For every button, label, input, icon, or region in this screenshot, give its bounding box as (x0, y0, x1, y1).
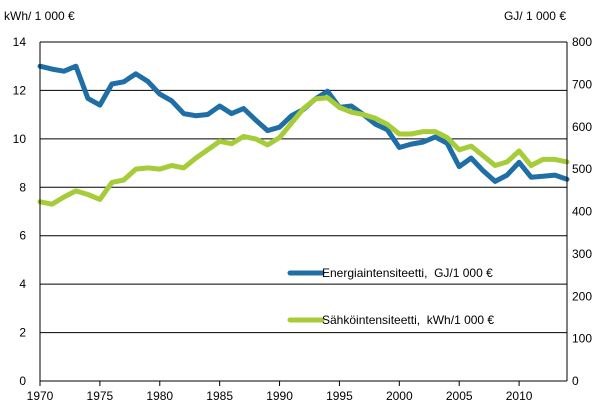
right-tick-label: 800 (572, 35, 592, 49)
right-axis-unit: GJ/ 1 000 € (504, 9, 566, 23)
right-tick-label: 500 (572, 162, 592, 176)
left-tick-label: 14 (13, 35, 27, 49)
right-tick-label: 100 (572, 332, 592, 346)
ticks-layer: 0 2 4 6 8 10 12 14 0 100 200 300 400 500 600 700 800 1970… (13, 35, 593, 403)
legend-label-energy: Energiaintensiteetti, GJ/1 000 € (322, 266, 493, 280)
left-tick-label: 8 (19, 180, 26, 194)
x-tick-label: 1975 (87, 389, 114, 403)
right-tick-label: 600 (572, 120, 592, 134)
x-tick-label: 2000 (386, 389, 413, 403)
x-tick-label: 1990 (266, 389, 293, 403)
x-tick-label: 2010 (506, 389, 533, 403)
right-tick-label: 300 (572, 247, 592, 261)
x-tick-label: 1980 (146, 389, 173, 403)
right-tick-label: 700 (572, 77, 592, 91)
right-tick-label: 200 (572, 289, 592, 303)
left-tick-label: 12 (13, 83, 27, 97)
left-tick-label: 6 (19, 229, 26, 243)
left-tick-label: 2 (19, 326, 26, 340)
left-tick-label: 10 (13, 132, 27, 146)
left-axis-unit: kWh/ 1 000 € (4, 9, 75, 23)
right-tick-label: 0 (572, 374, 579, 388)
x-tick-label: 1995 (326, 389, 353, 403)
x-tick-label: 1985 (206, 389, 233, 403)
grid-layer (40, 41, 567, 334)
right-tick-label: 400 (572, 205, 592, 219)
series-line-1 (37, 95, 570, 207)
series-line-0 (37, 63, 570, 184)
left-tick-label: 4 (19, 277, 26, 291)
x-tick-label: 1970 (27, 389, 54, 403)
series-layer (37, 63, 570, 207)
legend: Energiaintensiteetti, GJ/1 000 € Sähköin… (287, 266, 494, 327)
legend-label-electricity: Sähköintensiteetti, kWh/1 000 € (322, 313, 494, 327)
left-tick-label: 0 (19, 374, 26, 388)
x-tick-label: 2005 (446, 389, 473, 403)
axis-layer (39, 42, 568, 386)
